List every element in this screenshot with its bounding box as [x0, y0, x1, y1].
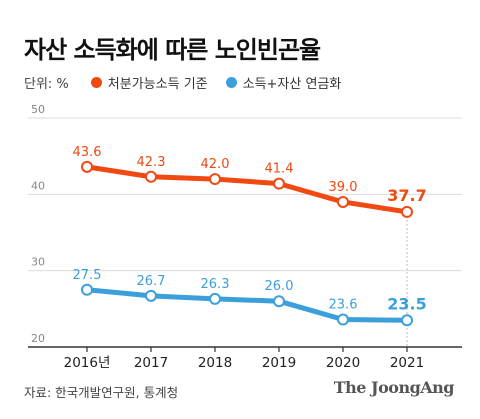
data-label-0-1: 42.3	[137, 155, 166, 170]
data-label-0-0: 43.6	[73, 145, 102, 160]
data-label-1-4: 23.6	[329, 298, 358, 313]
data-point-0-5	[401, 205, 413, 218]
data-point-1-4	[337, 313, 349, 326]
legend-label-disposable-income: 처분가능소득 기준	[107, 76, 208, 92]
data-point-0-1	[145, 170, 157, 183]
data-point-1-2	[209, 292, 221, 305]
unit-label: 단위: %	[24, 76, 69, 92]
series-line-0	[84, 164, 410, 215]
legend-item-disposable-income: 처분가능소득 기준	[90, 73, 208, 92]
legend-item-income-asset-annuity: 소득+자산 연금화	[225, 73, 342, 92]
data-label-1-0: 27.5	[73, 268, 102, 283]
source-note: 자료: 한국개발연구원, 통계청	[24, 385, 179, 400]
data-point-1-3	[273, 295, 285, 308]
legend-swatch-income-asset-annuity	[225, 76, 237, 88]
data-label-1-5: 23.5	[387, 294, 426, 313]
legend-label-income-asset-annuity: 소득+자산 연금화	[242, 76, 342, 92]
x-tick-label-0: 2016년	[64, 355, 111, 370]
x-tick-label-2: 2018	[198, 355, 232, 370]
x-tick-label-1: 2017	[134, 355, 168, 370]
legend: 단위: % 처분가능소득 기준 소득+자산 연금화	[24, 72, 359, 92]
y-tick-label-50: 50	[31, 103, 45, 116]
series-line-1	[84, 287, 410, 323]
data-label-1-3: 26.0	[265, 279, 294, 294]
data-point-0-0	[81, 160, 93, 173]
data-point-1-5	[401, 314, 413, 327]
data-label-1-2: 26.3	[201, 277, 230, 292]
y-tick-label-40: 40	[31, 179, 45, 192]
x-tick-label-4: 2020	[326, 355, 360, 370]
data-label-0-3: 41.4	[265, 162, 294, 177]
data-label-0-4: 39.0	[329, 180, 358, 195]
x-tick-label-3: 2019	[262, 355, 296, 370]
y-tick-label-30: 30	[31, 256, 45, 269]
brand-logo: The JoongAng	[333, 378, 455, 397]
y-tick-label-20: 20	[31, 332, 45, 345]
data-point-1-1	[145, 289, 157, 302]
chart-title: 자산 소득화에 따른 노인빈곤율	[24, 36, 321, 64]
data-label-0-5: 37.7	[387, 186, 426, 205]
line-chart: 20 30 40 50 2016년 2017 2018 2019 2020 2021 43.6 42.…	[28, 103, 462, 370]
data-label-1-1: 26.7	[137, 274, 166, 289]
data-point-0-3	[273, 177, 285, 190]
x-tick-label-5: 2021	[390, 355, 424, 370]
data-point-0-2	[209, 173, 221, 186]
legend-swatch-disposable-income	[90, 76, 102, 88]
data-point-0-4	[337, 195, 349, 208]
data-label-0-2: 42.0	[201, 157, 230, 172]
data-point-1-0	[81, 283, 93, 296]
